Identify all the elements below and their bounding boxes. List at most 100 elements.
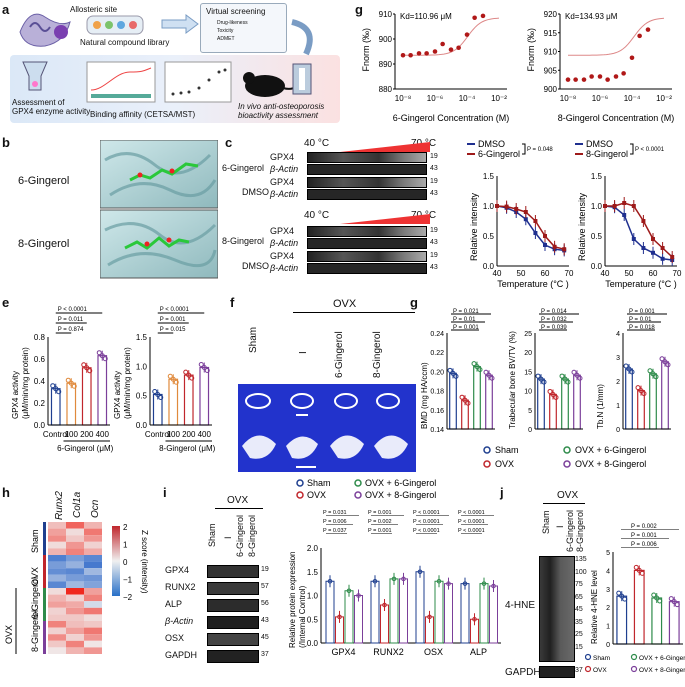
- legend-label: OVX + 6-Gingerol: [575, 445, 646, 455]
- data-point: [486, 372, 492, 378]
- heatmap-cell: [84, 640, 102, 648]
- data-point: [622, 596, 628, 602]
- x-tick: 70: [673, 269, 682, 278]
- y-tick: 20: [524, 350, 532, 357]
- heatmap-cell: [48, 647, 66, 654]
- y-tick: 0.0: [483, 262, 495, 271]
- data-point: [645, 27, 651, 32]
- legend-marker: [585, 653, 592, 661]
- bar: [473, 365, 481, 430]
- y-tick: 1.0: [483, 202, 495, 211]
- heatmap-cell: [66, 574, 84, 582]
- mw: 57: [261, 583, 269, 590]
- y-tick: 900: [544, 85, 558, 94]
- panel-a: Allosteric site Natural compound library…: [10, 0, 350, 130]
- y-tick: 910: [544, 48, 558, 57]
- y-tick: 0.0: [34, 421, 46, 430]
- legend-label: OVX + 6-Gingerol: [639, 655, 685, 662]
- bar: [370, 580, 380, 644]
- panel-h: Runx2 Col1a Ocn Sham OVX 6-Gingerol 8-Ginge…: [0, 490, 160, 687]
- data-point: [659, 356, 665, 362]
- bar: [479, 583, 489, 644]
- data-point: [622, 213, 627, 217]
- x-tick: 200: [182, 430, 196, 439]
- mw: 19: [430, 252, 438, 259]
- heatmap-cell: [48, 555, 66, 562]
- heatmap-cell: [84, 594, 102, 602]
- protein-actin: β-Actin: [270, 263, 299, 273]
- data-point: [53, 386, 59, 392]
- mw: 35: [575, 618, 583, 626]
- x-tick: ALP: [470, 647, 487, 657]
- data-point: [541, 379, 547, 385]
- p-value: P = 0.015: [160, 327, 186, 333]
- heatmap-cell: [48, 634, 66, 641]
- data-point: [651, 237, 655, 241]
- data-point: [400, 52, 406, 58]
- data-point: [547, 388, 553, 394]
- p-value: P = 0.001: [631, 533, 657, 539]
- data-point: [562, 247, 567, 252]
- data-point: [462, 397, 468, 403]
- protein-actin: β-Actin: [270, 238, 299, 248]
- y-tick: 0.20: [430, 369, 444, 376]
- data-point: [647, 368, 653, 374]
- data-point: [453, 373, 459, 379]
- data-point: [462, 581, 468, 586]
- heatmap-cell: [66, 634, 84, 641]
- gene-runx2: Runx2: [54, 491, 65, 520]
- p-value: P = 0.014: [541, 309, 567, 315]
- legend-marker: [483, 460, 491, 468]
- heatmap-cell: [66, 568, 84, 575]
- data-point: [489, 375, 495, 381]
- mw: 43: [430, 190, 438, 197]
- screen-item: ADMET: [217, 36, 235, 42]
- y-axis-label: Relative protein expression: [288, 552, 297, 649]
- heatmap-cell: [84, 574, 102, 582]
- data-point: [401, 576, 406, 582]
- x-tick: 100: [65, 430, 79, 439]
- y-tick: 0.22: [430, 350, 444, 357]
- y-tick: 0.4: [34, 377, 46, 386]
- group-sham: Sham: [541, 510, 551, 534]
- p-value: P < 0.0001: [413, 510, 440, 516]
- p-value: P < 0.0001: [413, 519, 440, 525]
- heatmap-cell: [66, 588, 84, 595]
- legend-label: OVX: [495, 459, 514, 469]
- gene-ocn: Ocn: [90, 499, 101, 518]
- data-point: [650, 371, 656, 377]
- data-point: [424, 51, 429, 56]
- data-point: [623, 363, 629, 369]
- data-point: [173, 379, 179, 385]
- data-point: [204, 368, 210, 374]
- y-axis-label: (μM/min/mg protein): [123, 347, 132, 419]
- gene-col1a: Col1a: [72, 491, 83, 518]
- data-point: [436, 578, 442, 584]
- heatmap-cell: [48, 535, 66, 542]
- curved-arrow-icon: [291, 19, 313, 56]
- data-point: [550, 391, 556, 397]
- kd-label: Kd=134.93 μM: [565, 12, 618, 21]
- data-point: [622, 201, 627, 205]
- bar: [81, 367, 92, 426]
- bar: [66, 382, 77, 426]
- scale-label: Z score (intensity): [140, 530, 149, 594]
- heatmap-cell: [66, 607, 84, 615]
- data-point: [660, 256, 665, 261]
- data-point: [71, 383, 77, 389]
- data-point: [346, 588, 352, 594]
- bar: [485, 374, 493, 430]
- y-axis-label: Relative 4-HNE level: [590, 570, 599, 644]
- heatmap-cell: [66, 548, 84, 555]
- data-point: [574, 372, 580, 378]
- bar: [561, 378, 569, 430]
- label-6-gingerol: 6-Gingerol: [18, 175, 70, 187]
- panel-label-d: g: [355, 2, 363, 17]
- data-point: [427, 614, 432, 620]
- data-point: [68, 380, 74, 386]
- protein-gapdh: GAPDH: [505, 667, 541, 678]
- data-point: [651, 592, 657, 598]
- heatmap-cell: [48, 574, 66, 582]
